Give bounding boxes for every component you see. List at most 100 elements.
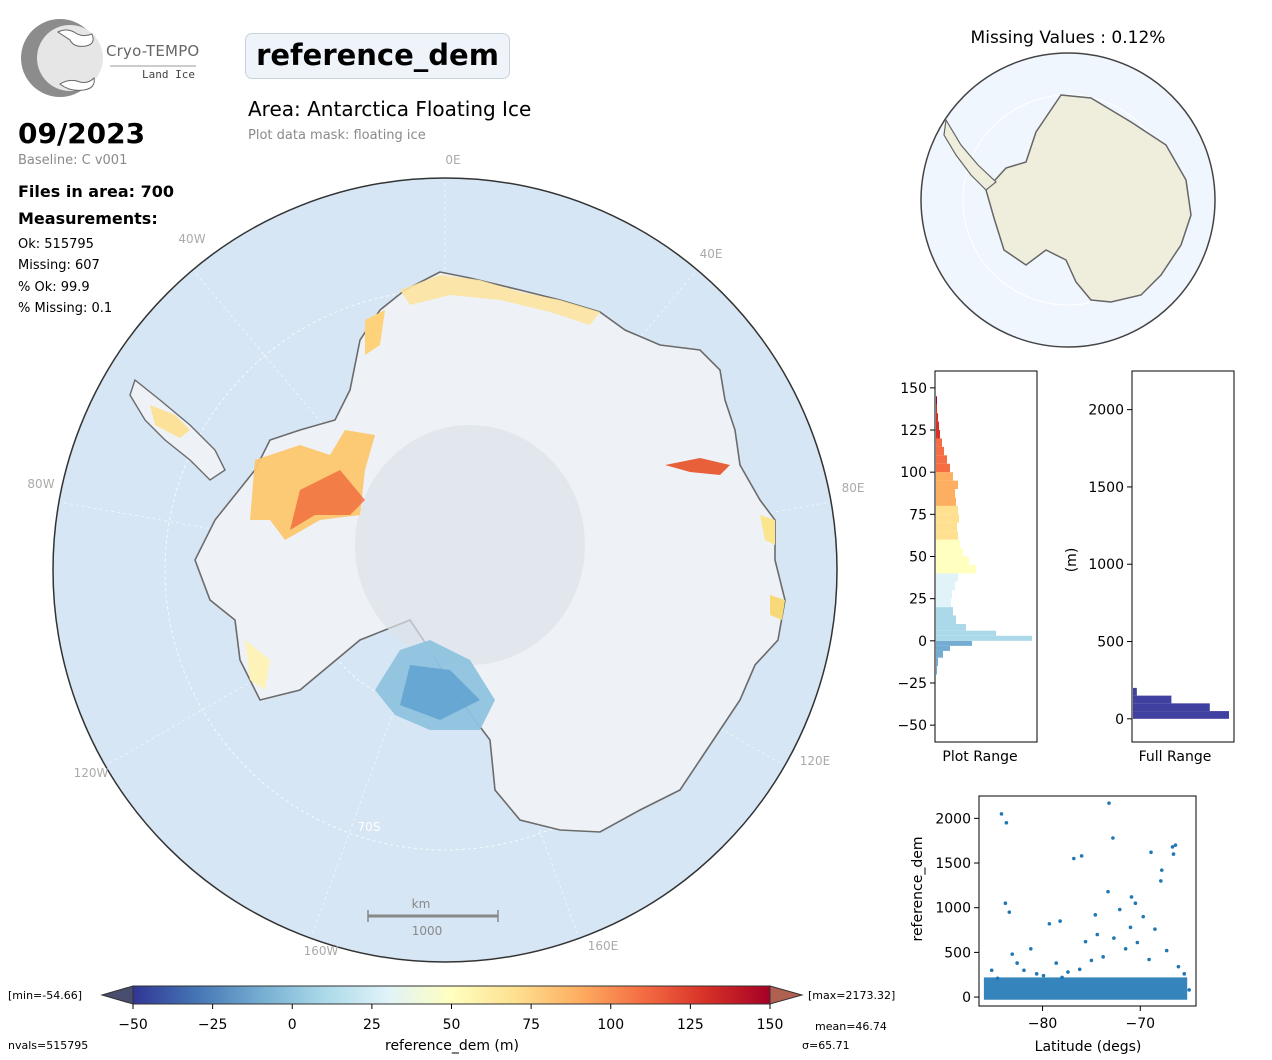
scatter-point <box>1058 919 1062 923</box>
baseline-label: Baseline: C v001 <box>18 153 128 168</box>
scatter-point <box>995 976 1000 981</box>
histogram-bar <box>936 564 976 574</box>
scatter-point <box>1135 940 1140 945</box>
scale-bar: km 1000 <box>367 897 499 938</box>
scatter-point <box>1034 972 1039 976</box>
tick-label: 1000 <box>1088 557 1124 573</box>
histogram-bar <box>936 413 938 422</box>
plot-range-ticks: −50 −25 0 25 50 75 100 125 150 <box>897 381 935 734</box>
histogram-bar <box>936 446 944 456</box>
histogram-bar <box>936 573 958 582</box>
tick-label: 1000 <box>935 901 971 917</box>
scalebar-unit: km <box>412 897 431 911</box>
scatter-point <box>1133 901 1138 906</box>
scatter-point <box>1159 879 1163 883</box>
full-range-ticks: 0 500 1000 1500 2000 <box>1088 403 1132 728</box>
histogram-bar <box>936 556 969 565</box>
scatter-point <box>1112 936 1116 940</box>
measurements-title: Measurements: <box>18 209 158 228</box>
histogram-bar <box>936 607 953 616</box>
scatter-point <box>1106 889 1110 894</box>
tick-label: 150 <box>757 1017 784 1033</box>
missing-map-title: Missing Values : 0.12% <box>970 28 1166 48</box>
tick-label: 500 <box>944 945 971 961</box>
scatter-ticks: 0 500 1000 1500 2000 −80 −70 <box>935 811 1155 1032</box>
mask-note: Plot data mask: floating ice <box>248 128 426 143</box>
area-title: Area: Antarctica Floating Ice <box>248 97 532 121</box>
scatter-point <box>1054 961 1059 965</box>
scatter-point <box>1159 868 1164 872</box>
tick-label: 0 <box>288 1017 297 1033</box>
tick-label: 500 <box>1097 635 1124 651</box>
stat-missing: Missing: 607 <box>18 258 100 273</box>
scatter-point <box>1060 975 1064 980</box>
scatter-point <box>1079 854 1084 858</box>
tick-label: 125 <box>677 1017 704 1033</box>
scatter-point <box>1171 852 1176 856</box>
nvals-label: nvals=515795 <box>8 1039 88 1052</box>
logo-subtitle: Land Ice <box>142 68 195 81</box>
scatter-point <box>1066 970 1070 974</box>
tick-label: −80 <box>1028 1016 1058 1032</box>
scatter-point <box>1147 957 1151 962</box>
histogram-bar <box>936 497 956 506</box>
lon-label: 80W <box>27 477 54 491</box>
histogram-bar <box>936 505 958 515</box>
tick-label: 0 <box>1115 712 1124 728</box>
tick-label: 1500 <box>1088 480 1124 496</box>
amery-ice-shelf <box>665 458 730 475</box>
scatter-points <box>983 801 1191 1000</box>
histogram-bar <box>936 522 957 532</box>
tick-label: 2000 <box>1088 403 1124 419</box>
scatter-point <box>1010 952 1015 956</box>
scatter-point <box>1095 932 1100 937</box>
scatter-point <box>1173 843 1178 847</box>
histogram-bar <box>936 623 966 631</box>
tick-label: −50 <box>118 1017 148 1033</box>
histogram-bar <box>936 539 960 549</box>
colorbar: −50 −25 0 25 50 75 100 125 150 reference_dem (m)… <box>8 985 895 1054</box>
tick-label: 1500 <box>935 856 971 872</box>
scalebar-value: 1000 <box>412 924 443 938</box>
scatter-point <box>1022 968 1026 973</box>
histogram-bar <box>936 657 938 667</box>
antarctica-outline-small <box>985 94 1192 303</box>
colorbar-max-extend <box>769 985 804 1005</box>
scatter-point <box>1101 955 1105 959</box>
scatter-frame <box>978 795 1197 1007</box>
full-range-frame <box>1131 370 1235 743</box>
scatter-dense-band <box>983 977 1188 1000</box>
histogram-bar <box>936 635 1032 641</box>
colorbar-label: reference_dem (m) <box>385 1038 519 1054</box>
scatter-point <box>1123 947 1128 951</box>
scatter-point <box>1117 907 1122 912</box>
scatter-point <box>1004 821 1009 825</box>
scatter-point <box>1164 948 1169 953</box>
date-label: 09/2023 <box>18 117 146 150</box>
scatter-xlabel: Latitude (degs) <box>1035 1039 1142 1055</box>
full-range-xlabel: Full Range <box>1139 749 1212 765</box>
tick-label: 25 <box>909 592 927 608</box>
variable-title: reference_dem <box>245 33 510 79</box>
lon-label: 160E <box>588 939 619 953</box>
scatter-point <box>1072 856 1076 861</box>
latitude-scatter-plot: 0 500 1000 1500 2000 −80 −70 reference_dem Lat… <box>910 795 1197 1055</box>
histogram-bar <box>936 598 951 608</box>
colorbar-gradient <box>132 985 771 1005</box>
full-range-bars <box>1133 687 1229 719</box>
histogram-bar <box>936 640 972 646</box>
histogram-bar <box>936 531 958 540</box>
tick-label: 100 <box>597 1017 624 1033</box>
histogram-bar <box>936 514 959 523</box>
histogram-bar <box>936 615 956 624</box>
scatter-point <box>1093 913 1098 917</box>
colorbar-ticks: −50 −25 0 25 50 75 100 125 150 <box>118 1004 783 1033</box>
scatter-point <box>1141 914 1146 919</box>
histogram-bar <box>936 489 955 498</box>
cryo-tempo-logo: Cryo-TEMPO Land Ice <box>20 18 200 98</box>
logo-name: Cryo-TEMPO <box>106 42 200 60</box>
histogram-bar <box>936 590 952 599</box>
tick-label: 100 <box>900 465 927 481</box>
tick-label: 75 <box>909 507 927 523</box>
mean-label: mean=46.74 <box>815 1020 887 1033</box>
